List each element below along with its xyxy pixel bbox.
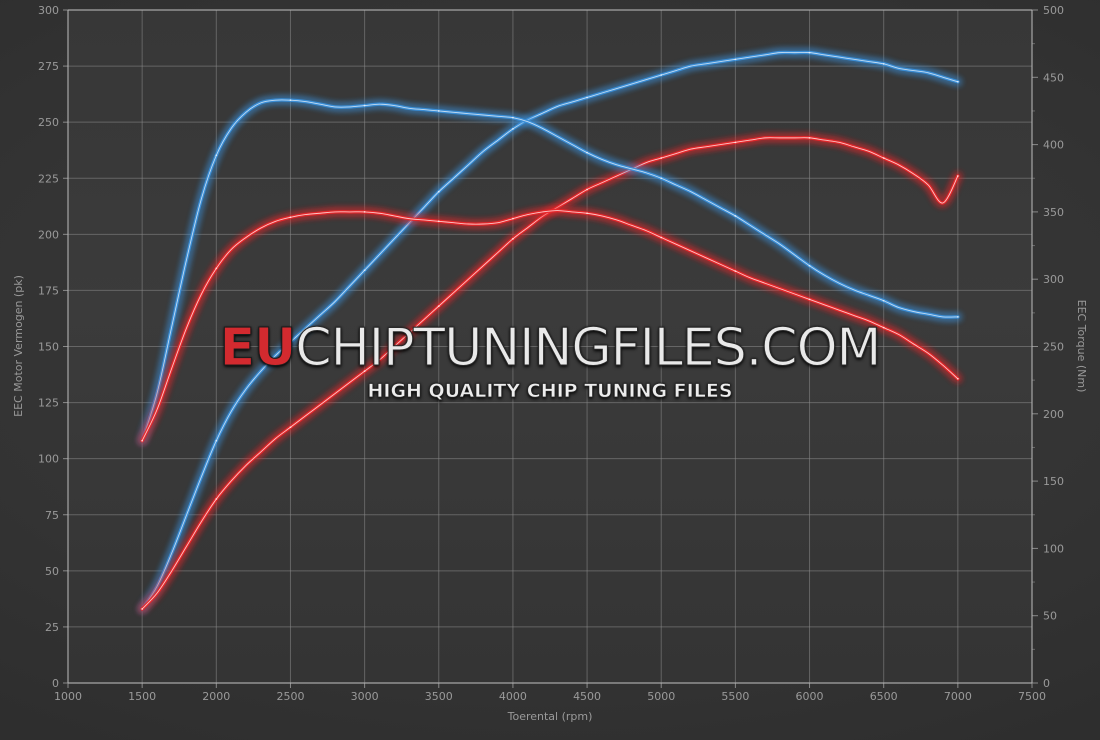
data-point-marker [808,136,811,139]
x-tick-label: 3000 [351,690,379,703]
data-point-marker [289,426,292,429]
y-right-tick-label: 250 [1043,341,1064,354]
x-tick-label: 5500 [721,690,749,703]
data-point-marker [882,62,885,65]
series-core-line [141,210,959,442]
data-point-marker [215,154,218,157]
data-point-marker [215,439,218,442]
data-point-marker [660,74,663,76]
data-point-marker [586,151,588,154]
data-point-marker [141,608,144,610]
data-point-marker [956,377,959,380]
axis-ticks [63,9,1038,688]
data-point-marker [882,157,885,159]
x-tick-label: 4000 [499,690,527,703]
x-tick-label: 1000 [54,690,82,703]
data-point-marker [882,326,885,329]
data-point-marker [734,215,737,217]
x-tick-label: 6500 [870,690,898,703]
y-right-tick-label: 50 [1043,610,1057,623]
axis-lines [67,9,1033,684]
x-tick-label: 4500 [573,690,601,703]
y-right-tick-label: 450 [1043,71,1064,84]
x-tick-label: 2500 [276,690,304,703]
data-point-marker [660,236,663,239]
data-point-marker [586,96,588,99]
x-tick-label: 3500 [425,690,453,703]
y-left-tick-label: 150 [38,341,59,354]
data-point-marker [956,175,959,177]
data-point-marker [437,305,440,308]
data-point-marker [437,220,440,223]
data-point-marker [808,264,811,267]
y-right-tick-label: 150 [1043,475,1064,488]
data-point-marker [512,116,514,119]
y-right-tick-label: 100 [1043,542,1064,555]
x-axis-title: Toerental (rpm) [507,710,593,723]
data-point-marker [660,157,663,159]
series-core-line [141,99,959,442]
y-left-tick-label: 250 [38,116,59,129]
y-left-tick-label: 125 [38,397,59,410]
x-tick-label: 7000 [944,690,972,703]
data-point-marker [215,267,218,270]
data-point-marker [808,298,811,301]
y-left-tick-label: 100 [38,453,59,466]
y-left-tick-label: 275 [38,60,59,73]
data-point-marker [437,190,440,193]
series-core-line [141,52,959,610]
y-right-tick-label: 300 [1043,273,1064,286]
data-point-marker [734,58,737,61]
y-axis-right-title: EEC Torque (Nm) [1075,300,1088,393]
data-point-marker [363,104,366,107]
y-right-tick-label: 400 [1043,139,1064,152]
data-point-marker [734,270,737,273]
data-point-marker [363,211,366,213]
data-point-marker [363,370,366,373]
data-point-marker [363,269,366,272]
data-point-marker [289,341,292,343]
data-point-marker [141,439,144,442]
x-tick-label: 7500 [1018,690,1046,703]
x-tick-label: 6000 [796,690,824,703]
y-left-tick-label: 0 [52,677,59,690]
axis-tick-labels: 1000 1500 2000 2500 3000 3500 4000 4500 5000 5500… [38,4,1064,703]
data-point-marker [289,216,292,219]
data-point-marker [512,127,514,130]
y-left-tick-label: 200 [38,228,59,241]
y-right-tick-label: 200 [1043,408,1064,421]
data-point-marker [808,51,811,54]
data-point-marker [882,299,885,302]
data-point-marker [586,212,588,215]
x-tick-label: 2000 [202,690,230,703]
data-point-marker [289,99,292,102]
y-axis-left-title: EEC Motor Vermogen (pk) [12,275,25,417]
y-left-tick-label: 25 [45,621,59,634]
data-point-marker [956,315,959,318]
y-left-tick-label: 75 [45,509,59,522]
y-right-tick-label: 0 [1043,677,1050,690]
data-point-marker [437,110,440,112]
y-right-tick-label: 350 [1043,206,1064,219]
data-point-marker [734,141,737,144]
x-tick-label: 5000 [647,690,675,703]
y-right-tick-label: 500 [1043,4,1064,17]
series-curves [138,48,962,613]
data-point-marker [512,217,514,220]
data-point-marker [215,498,218,500]
data-point-marker [586,188,588,191]
data-point-marker [956,80,959,83]
data-point-marker [512,237,514,240]
y-left-tick-label: 300 [38,4,59,17]
x-tick-label: 1500 [128,690,156,703]
y-left-tick-label: 225 [38,172,59,185]
data-point-marker [660,177,663,180]
y-left-tick-label: 50 [45,565,59,578]
y-left-tick-label: 175 [38,284,59,297]
